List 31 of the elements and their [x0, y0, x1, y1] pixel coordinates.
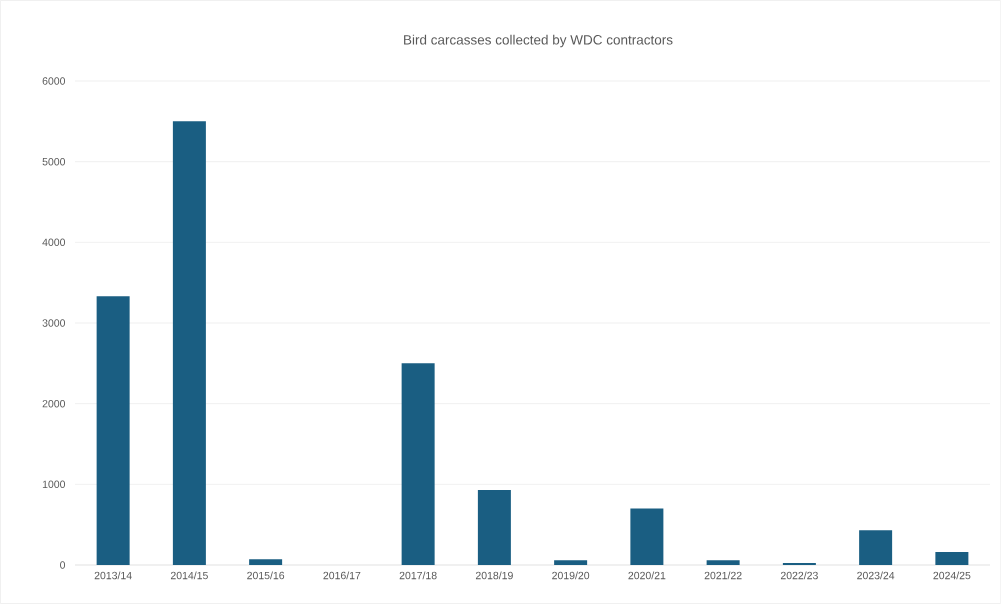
x-tick-label: 2019/20 [552, 571, 590, 580]
x-tick-label: 2018/19 [475, 571, 513, 580]
y-tick-label: 4000 [42, 238, 66, 247]
y-tick-label: 2000 [42, 399, 66, 408]
bar [172, 121, 206, 565]
bar [630, 508, 664, 565]
x-tick-label: 2015/16 [247, 571, 285, 580]
x-tick-label: 2020/21 [628, 571, 666, 580]
bar [935, 552, 969, 565]
x-tick-label: 2016/17 [323, 571, 361, 580]
bar [477, 489, 511, 565]
y-tick-label: 5000 [42, 157, 66, 166]
y-tick-label: 6000 [42, 77, 66, 85]
bar [782, 562, 816, 565]
bar [249, 559, 283, 565]
y-tick-label: 3000 [42, 319, 66, 327]
x-tick-label: 2023/24 [857, 571, 895, 580]
x-tick-label: 2022/23 [780, 571, 818, 580]
bar [554, 560, 588, 565]
bar [96, 296, 130, 565]
y-tick-label: 1000 [42, 480, 66, 489]
bar [859, 530, 893, 565]
x-tick-label: 2021/22 [704, 571, 742, 580]
x-tick-label: 2013/14 [94, 571, 132, 580]
x-tick-label: 2017/18 [399, 571, 437, 580]
y-tick-label: 0 [60, 561, 66, 569]
bar [706, 560, 740, 565]
chart-title: Bird carcasses collected by WDC contractors [404, 34, 673, 48]
x-tick-label: 2024/25 [933, 571, 971, 580]
bar [401, 363, 435, 565]
x-tick-label: 2014/15 [170, 571, 208, 580]
